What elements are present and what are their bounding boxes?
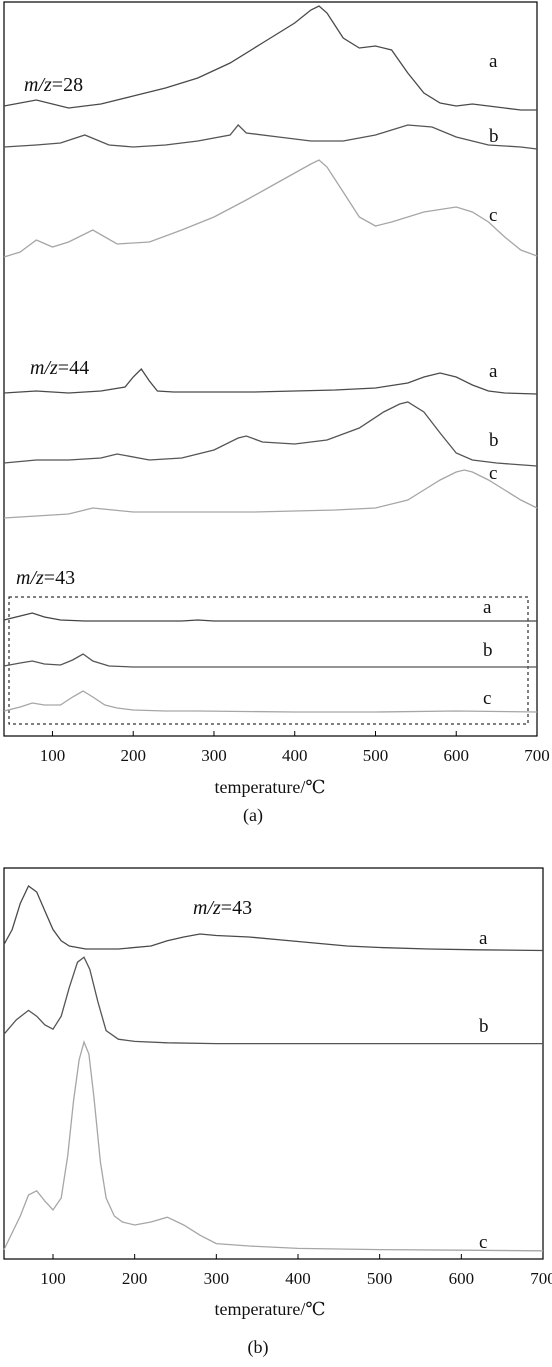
mz43-series-c-label: c xyxy=(483,688,491,709)
panel-b-xtick-label: 300 xyxy=(204,1269,230,1288)
panel-b-series-a-label: a xyxy=(479,928,488,949)
panel-a-caption: (a) xyxy=(243,805,263,826)
panel-b-xtick-label: 400 xyxy=(285,1269,311,1288)
panel-b-series-b xyxy=(3,956,543,1045)
mz43-series-b-label: b xyxy=(483,640,493,661)
panel-a-mz28-series-a xyxy=(3,5,537,111)
panel-b-series-c xyxy=(3,1039,544,1252)
panel-b-series-a xyxy=(3,885,544,952)
panel-a-mz44-series-b xyxy=(3,401,538,467)
group-mz43-label: m/z=43 xyxy=(16,567,75,589)
panel-a-xlabel: temperature/℃ xyxy=(214,777,325,797)
panel-a-mz43-series-b xyxy=(3,653,537,668)
panel-b-caption: (b) xyxy=(248,1337,269,1358)
panel-b-series-b-label: b xyxy=(479,1016,489,1037)
panel-b-title: m/z=43 xyxy=(193,897,252,919)
panel-b-xtick-label: 200 xyxy=(122,1269,148,1288)
panel-a-frame xyxy=(3,1,538,737)
panel-a-xtick-label: 500 xyxy=(363,746,389,765)
panel-b-xtick-label: 600 xyxy=(449,1269,475,1288)
mz43-series-a-label: a xyxy=(483,597,492,618)
mz28-series-c-label: c xyxy=(489,205,497,226)
panel-a-mz44-series-a xyxy=(3,367,538,395)
panel-a-mz44-series-c xyxy=(3,469,538,519)
panel-a-xtick-label: 400 xyxy=(282,746,308,765)
panel-a-mz43-series-a xyxy=(3,612,537,622)
mz44-series-c-label: c xyxy=(489,463,497,484)
panel-b-series-c-label: c xyxy=(479,1232,487,1253)
mz44-series-b-label: b xyxy=(489,430,499,451)
zoom-region-box xyxy=(8,596,529,725)
panel-a-xtick-label: 300 xyxy=(201,746,227,765)
panel-a-mz28-series-c xyxy=(3,159,538,258)
panel-a-mz28-series-b xyxy=(3,124,538,150)
mz28-series-b-label: b xyxy=(489,126,499,147)
panel-b-xtick-label: 700 xyxy=(530,1269,552,1288)
panel-b-xtick-label: 100 xyxy=(40,1269,66,1288)
group-mz28-label: m/z=28 xyxy=(24,74,83,96)
mz28-series-a-label: a xyxy=(489,51,498,72)
panel-b-frame xyxy=(3,867,544,1260)
mz44-series-a-label: a xyxy=(489,361,498,382)
panel-a-mz43-series-c xyxy=(3,690,538,713)
panel-a: 100 200 300 400 500 600 700 m/z=28 m/z=44 m/z=… xyxy=(3,1,550,826)
panel-a-xtick-label: 100 xyxy=(40,746,66,765)
panel-a-xtick-label: 600 xyxy=(443,746,469,765)
panel-b-xtick-label: 500 xyxy=(367,1269,393,1288)
panel-a-xtick-label: 700 xyxy=(524,746,550,765)
group-mz44-label: m/z=44 xyxy=(30,357,89,379)
panel-b: 100 200 300 400 500 600 700 m/z=43 a b c tempe… xyxy=(3,867,552,1358)
panel-a-xtick-label: 200 xyxy=(120,746,146,765)
panel-b-xlabel: temperature/℃ xyxy=(214,1299,325,1319)
